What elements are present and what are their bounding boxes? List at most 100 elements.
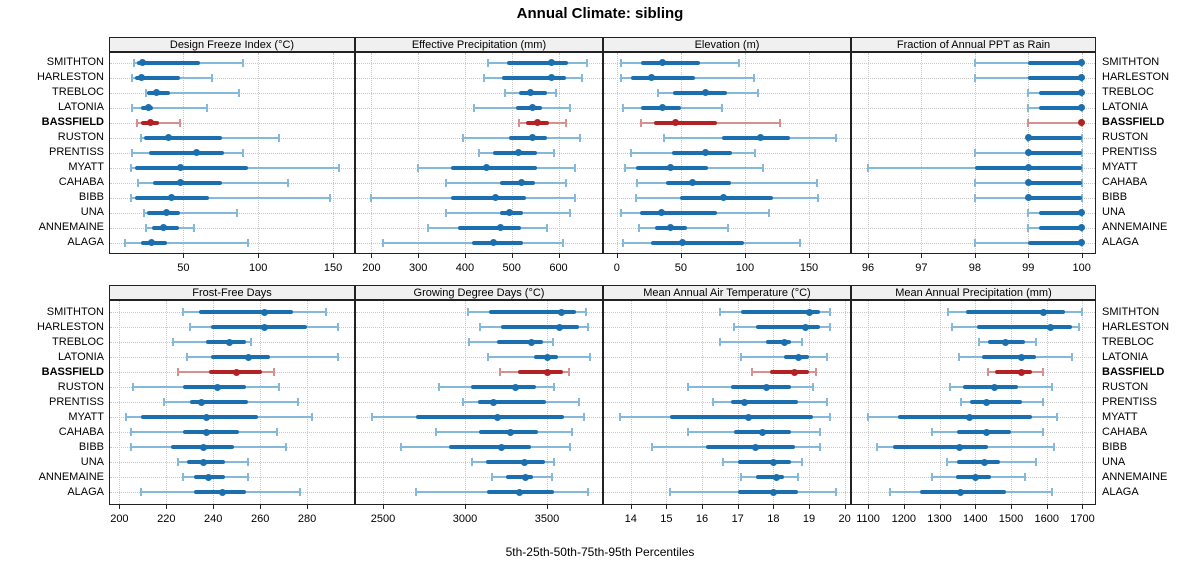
x-tick-label: 260 <box>250 513 270 525</box>
series-median-dot <box>756 134 764 142</box>
panel-plot <box>109 300 355 505</box>
series-iqr-line <box>485 460 546 464</box>
series-range-cap-low <box>487 353 490 361</box>
series-median-dot <box>678 239 686 247</box>
series-iqr-line <box>210 355 270 359</box>
series-iqr-line <box>497 340 543 344</box>
row-label-right: RUSTON <box>1102 380 1149 393</box>
grid-y <box>852 212 1095 214</box>
x-tick-label: 150 <box>323 262 343 274</box>
x-tick <box>166 505 168 509</box>
x-tick <box>630 505 632 509</box>
series-median-dot <box>145 104 153 112</box>
x-tick-label: 280 <box>297 513 317 525</box>
series-range-cap-low <box>640 118 643 127</box>
series-median-dot <box>515 149 523 157</box>
series-median-dot <box>744 413 752 421</box>
series-range-cap-low <box>1027 103 1030 112</box>
series-range-cap-low <box>517 118 520 127</box>
series-median-dot <box>701 89 709 97</box>
series-range-cap-low <box>462 398 465 406</box>
series-iqr-line <box>641 60 701 65</box>
series-range-cap-low <box>951 323 954 331</box>
series-iqr-line <box>135 75 181 80</box>
row-label-left: BIBB <box>78 191 104 204</box>
series-median-dot <box>146 119 154 127</box>
x-tick <box>333 254 335 258</box>
series-range-cap-high <box>587 323 590 331</box>
panel-header: Growing Degree Days (°C) <box>355 285 603 300</box>
row-label-left: ALAGA <box>67 236 104 249</box>
series-range-cap-low <box>125 413 128 421</box>
series-median-dot <box>205 473 213 481</box>
series-range-cap-high <box>237 88 240 97</box>
x-tick-label: 200 <box>362 262 381 274</box>
series-iqr-line <box>470 385 536 389</box>
series-range-cap-low <box>1027 208 1030 217</box>
x-tick <box>921 254 923 258</box>
series-median-dot <box>547 74 555 82</box>
x-tick-label: 97 <box>915 262 928 274</box>
series-iqr-line <box>509 135 547 140</box>
series-range-cap-high <box>1081 308 1084 316</box>
series-range-cap-low <box>172 338 175 346</box>
series-median-dot <box>1018 368 1026 376</box>
series-range-cap-high <box>829 308 832 316</box>
series-median-dot <box>688 179 696 187</box>
series-iqr-line <box>450 165 538 170</box>
series-range-cap-low <box>959 398 962 406</box>
series-iqr-line <box>136 60 200 65</box>
series-iqr-line <box>755 475 785 479</box>
x-tick <box>1028 254 1030 258</box>
series-iqr-line <box>501 325 580 329</box>
grid-y <box>852 152 1095 154</box>
series-range-cap-high <box>210 73 213 82</box>
series-median-dot <box>233 368 241 376</box>
series-iqr-line <box>1028 240 1082 245</box>
series-median-dot <box>515 488 523 496</box>
panel-header: Fraction of Annual PPT as Rain <box>851 37 1096 52</box>
series-range-cap-low <box>663 133 666 142</box>
series-range-cap-low <box>619 413 622 421</box>
series-median-dot <box>139 59 147 67</box>
series-range-cap-low <box>986 368 989 376</box>
series-median-dot <box>214 383 222 391</box>
series-median-dot <box>529 104 537 112</box>
series-range-cap-high <box>338 163 341 172</box>
x-tick <box>939 505 941 509</box>
series-iqr-line <box>766 340 792 344</box>
series-range-cap-high <box>754 148 757 157</box>
series-median-dot <box>511 383 519 391</box>
series-range-cap-high <box>570 428 573 436</box>
series-median-dot <box>672 119 680 127</box>
series-range-cap-low <box>503 88 506 97</box>
series-range-cap-low <box>437 383 440 391</box>
x-tick-label: 240 <box>204 513 223 525</box>
series-iqr-line <box>1038 90 1082 95</box>
row-label-left: TREBLOC <box>52 335 104 348</box>
row-label-left: MYATT <box>68 410 104 423</box>
grid-y <box>604 327 850 328</box>
series-median-dot <box>148 239 156 247</box>
x-tick <box>260 505 262 509</box>
panel-plot <box>355 52 603 254</box>
series-range-line <box>144 211 238 214</box>
series-range-cap-low <box>718 338 721 346</box>
series-median-dot <box>152 89 160 97</box>
x-tick-label: 100 <box>1072 262 1091 274</box>
series-iqr-line <box>488 310 576 314</box>
series-range-cap-high <box>1035 458 1038 466</box>
series-median-dot <box>801 323 809 331</box>
series-range-cap-low <box>973 73 976 82</box>
series-range-cap-high <box>578 133 581 142</box>
row-label-right: ANNEMAINE <box>1102 470 1168 483</box>
series-range-cap-low <box>130 443 133 451</box>
series-range-cap-high <box>1070 353 1073 361</box>
x-tick <box>1081 254 1083 258</box>
series-range-line <box>130 196 331 199</box>
series-range-cap-high <box>1051 383 1054 391</box>
x-tick <box>511 254 513 258</box>
series-range-cap-low <box>370 193 373 202</box>
series-range-cap-high <box>287 178 290 187</box>
series-iqr-line <box>962 385 1019 389</box>
